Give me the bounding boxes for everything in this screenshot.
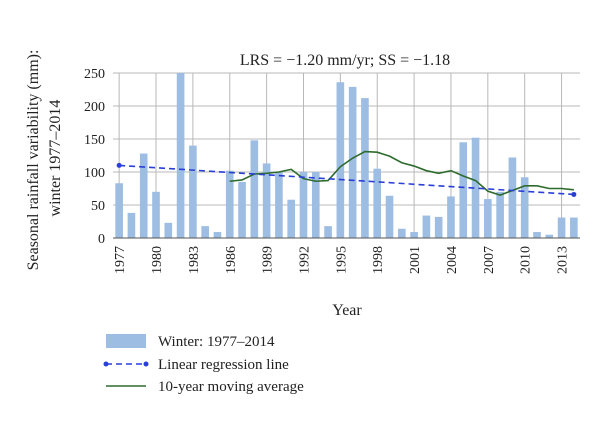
legend-swatch-bars xyxy=(106,334,146,348)
line-series xyxy=(116,150,577,197)
bar-1999 xyxy=(385,195,394,238)
bar-2009 xyxy=(508,157,517,238)
x-tick-label: 1986 xyxy=(224,246,239,274)
bar-1990 xyxy=(275,172,283,238)
moving-average-line xyxy=(229,150,574,196)
y-axis-title-line-1: Seasonal rainfall variability (mm): xyxy=(25,50,42,271)
y-tick-label: 100 xyxy=(84,166,105,181)
y-tick-label: 150 xyxy=(84,133,105,148)
bar-1980 xyxy=(152,191,160,238)
bar-1992 xyxy=(299,172,308,238)
bar-2008 xyxy=(496,191,504,238)
bar-1988 xyxy=(250,140,259,238)
x-tick-label: 2007 xyxy=(482,246,497,274)
bar-2013 xyxy=(557,217,566,238)
y-axis-title-line-2: winter 1977–2014 xyxy=(47,100,64,217)
bar-2002 xyxy=(422,215,431,238)
x-tick-label: 1995 xyxy=(334,246,349,274)
y-tick-label: 50 xyxy=(91,199,105,214)
bar-1986 xyxy=(225,170,234,238)
x-tick-label: 1980 xyxy=(150,246,165,274)
bar-1994 xyxy=(324,226,332,238)
bar-2003 xyxy=(434,216,443,238)
bar-1981 xyxy=(164,222,173,238)
bar-1991 xyxy=(287,199,296,238)
legend-marker-regression-end xyxy=(143,361,149,367)
x-tick-label: 1992 xyxy=(297,246,312,274)
bar-2010 xyxy=(520,177,529,238)
bar-1989 xyxy=(262,163,271,238)
regression-line xyxy=(119,164,574,196)
bar-1993 xyxy=(311,172,320,238)
x-tick-label: 1977 xyxy=(113,246,128,274)
bar-2007 xyxy=(484,199,492,238)
legend-marker-regression-start xyxy=(103,361,109,367)
x-tick-label: 2001 xyxy=(408,246,423,274)
bar-1977 xyxy=(115,183,123,238)
bar-2000 xyxy=(397,228,406,238)
bar-2011 xyxy=(533,232,541,238)
regression-endpoint-end xyxy=(571,191,577,197)
bar-series xyxy=(115,73,578,239)
regression-endpoint-start xyxy=(116,162,122,168)
x-tick-label: 1998 xyxy=(371,246,386,274)
y-tick-label: 200 xyxy=(84,100,105,115)
y-axis-title: Seasonal rainfall variability (mm): wint… xyxy=(25,46,64,271)
bar-2004 xyxy=(447,196,455,238)
bar-1979 xyxy=(139,153,148,238)
bar-1996 xyxy=(348,86,357,238)
legend-label-moving-average: 10-year moving average xyxy=(158,379,304,395)
bar-2005 xyxy=(459,142,468,238)
y-tick-label: 0 xyxy=(98,232,105,247)
bar-1995 xyxy=(336,82,345,239)
y-tick-label: 250 xyxy=(84,67,105,82)
chart-title: LRS = −1.20 mm/yr; SS = −1.18 xyxy=(240,52,450,69)
legend: Winter: 1977–2014 Linear regression line 1… xyxy=(103,334,304,395)
legend-label-bars: Winter: 1977–2014 xyxy=(158,334,275,350)
x-tick-label: 2013 xyxy=(556,246,571,274)
legend-label-regression: Linear regression line xyxy=(158,357,289,373)
bar-1998 xyxy=(373,168,382,238)
bar-1985 xyxy=(213,232,222,238)
bar-2001 xyxy=(410,232,418,238)
bar-1997 xyxy=(361,98,369,238)
bar-1978 xyxy=(127,212,136,238)
bar-1982 xyxy=(176,73,185,238)
x-tick-label: 2004 xyxy=(445,246,460,274)
x-tick-label: 1983 xyxy=(187,246,202,274)
bar-2006 xyxy=(471,137,480,238)
bar-2014 xyxy=(570,217,578,238)
bar-1987 xyxy=(238,181,246,238)
x-tick-label: 1989 xyxy=(261,246,276,274)
bar-1983 xyxy=(189,145,197,238)
x-axis-title: Year xyxy=(332,302,362,319)
axes: 0 50 100 150 200 250 1977 1980 1983 1986 1989 1992 1… xyxy=(84,67,580,274)
x-tick-label: 2010 xyxy=(519,246,534,274)
bar-2012 xyxy=(545,234,554,238)
bar-1984 xyxy=(201,226,209,238)
